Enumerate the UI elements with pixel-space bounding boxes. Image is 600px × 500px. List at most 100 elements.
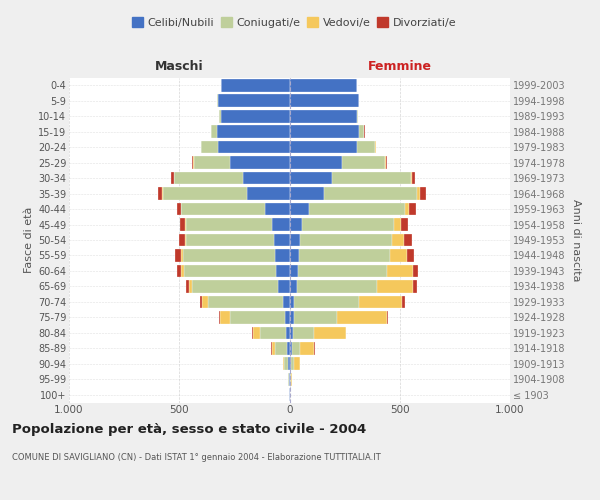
Bar xyxy=(290,249,299,262)
Bar xyxy=(265,202,290,215)
Bar xyxy=(290,326,293,339)
Bar xyxy=(182,249,275,262)
Bar xyxy=(385,156,386,169)
Bar xyxy=(300,234,392,246)
Bar xyxy=(387,264,413,278)
Bar xyxy=(186,234,274,246)
Bar xyxy=(211,126,217,138)
Bar xyxy=(275,342,287,354)
Bar xyxy=(221,79,290,92)
Bar xyxy=(221,110,290,122)
Bar xyxy=(220,110,221,122)
Bar xyxy=(193,280,278,293)
Text: Popolazione per età, sesso e stato civile - 2004: Popolazione per età, sesso e stato civil… xyxy=(12,422,366,436)
Bar xyxy=(290,187,323,200)
Bar xyxy=(293,326,314,339)
Bar xyxy=(260,326,286,339)
Bar xyxy=(294,311,337,324)
Bar xyxy=(323,187,418,200)
Bar xyxy=(217,94,218,107)
Bar xyxy=(357,141,376,154)
Bar xyxy=(300,342,314,354)
Bar xyxy=(278,280,290,293)
Bar xyxy=(298,264,387,278)
Bar xyxy=(163,187,247,200)
Bar xyxy=(276,264,290,278)
Bar xyxy=(285,311,290,324)
Bar xyxy=(290,373,291,386)
Bar xyxy=(419,187,426,200)
Bar xyxy=(186,218,272,231)
Bar xyxy=(181,202,265,215)
Bar xyxy=(411,172,412,184)
Bar xyxy=(407,249,413,262)
Bar xyxy=(181,264,184,278)
Bar xyxy=(290,141,357,154)
Bar xyxy=(394,218,401,231)
Bar xyxy=(218,141,290,154)
Bar xyxy=(292,342,300,354)
Bar xyxy=(287,342,290,354)
Bar xyxy=(185,234,186,246)
Bar xyxy=(290,218,302,231)
Bar xyxy=(357,110,358,122)
Text: COMUNE DI SAVIGLIANO (CN) - Dati ISTAT 1° gennaio 2004 - Elaborazione TUTTITALIA: COMUNE DI SAVIGLIANO (CN) - Dati ISTAT 1… xyxy=(12,452,381,462)
Bar xyxy=(177,264,181,278)
Bar xyxy=(343,156,385,169)
Legend: Celibi/Nubili, Coniugati/e, Vedovi/e, Divorziati/e: Celibi/Nubili, Coniugati/e, Vedovi/e, Di… xyxy=(127,13,461,32)
Bar xyxy=(289,358,290,370)
Bar xyxy=(158,187,162,200)
Bar xyxy=(290,342,292,354)
Bar xyxy=(299,249,390,262)
Bar xyxy=(286,326,290,339)
Bar xyxy=(386,156,387,169)
Bar xyxy=(200,296,202,308)
Bar xyxy=(288,373,289,386)
Bar xyxy=(284,358,289,370)
Bar xyxy=(290,234,300,246)
Bar xyxy=(274,234,290,246)
Bar xyxy=(253,326,260,339)
Bar xyxy=(181,218,185,231)
Y-axis label: Anni di nascita: Anni di nascita xyxy=(571,198,581,281)
Bar xyxy=(230,156,290,169)
Y-axis label: Fasce di età: Fasce di età xyxy=(23,207,34,273)
Bar xyxy=(172,172,173,184)
Bar xyxy=(208,296,283,308)
Bar xyxy=(219,311,220,324)
Bar xyxy=(296,280,377,293)
Bar xyxy=(337,311,386,324)
Bar xyxy=(230,311,285,324)
Bar xyxy=(359,296,403,308)
Bar xyxy=(272,218,290,231)
Bar xyxy=(332,172,411,184)
Text: Maschi: Maschi xyxy=(155,60,203,73)
Bar xyxy=(314,326,346,339)
Bar xyxy=(290,202,309,215)
Bar xyxy=(202,296,208,308)
Bar xyxy=(290,156,343,169)
Bar xyxy=(179,234,185,246)
Bar xyxy=(192,156,193,169)
Bar xyxy=(413,264,418,278)
Bar xyxy=(290,296,295,308)
Bar xyxy=(290,311,294,324)
Bar xyxy=(220,311,230,324)
Bar xyxy=(189,280,193,293)
Bar xyxy=(184,264,276,278)
Bar xyxy=(390,249,407,262)
Bar xyxy=(412,172,415,184)
Bar xyxy=(185,218,186,231)
Bar xyxy=(272,342,275,354)
Bar xyxy=(283,358,284,370)
Bar xyxy=(247,187,290,200)
Bar xyxy=(175,249,181,262)
Bar xyxy=(275,249,290,262)
Bar xyxy=(401,218,408,231)
Bar xyxy=(181,249,182,262)
Bar xyxy=(302,218,394,231)
Bar xyxy=(293,358,300,370)
Bar xyxy=(309,202,405,215)
Text: Femmine: Femmine xyxy=(368,60,432,73)
Bar xyxy=(290,172,332,184)
